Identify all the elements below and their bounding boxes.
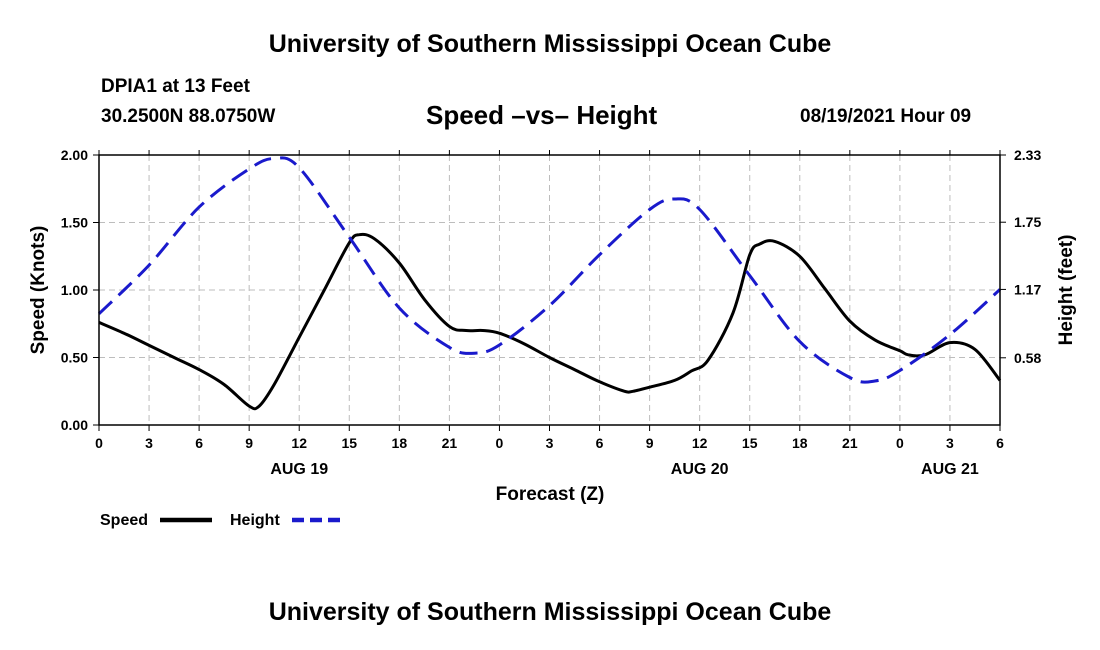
header-title: University of Southern Mississippi Ocean…	[268, 30, 832, 58]
x-tick-label: 12	[692, 435, 708, 451]
x-tick-label: 0	[95, 435, 103, 451]
x-tick-label: 3	[145, 435, 153, 451]
series-layer	[97, 156, 1002, 411]
station-label: DPIA1 at 13 Feet	[101, 76, 250, 97]
y2-tick-label: 1.75	[1014, 214, 1041, 230]
x-tick-label: 6	[195, 435, 203, 451]
x-tick-label: 21	[442, 435, 458, 451]
grid-layer	[99, 155, 1000, 425]
x-tick-label: 18	[392, 435, 408, 451]
legend: Speed Height	[100, 512, 342, 529]
x-tick-label: 6	[596, 435, 604, 451]
x-tick-label: 12	[291, 435, 307, 451]
series-line-speed	[98, 232, 1002, 411]
y2-tick-label: 1.17	[1014, 281, 1041, 297]
y-tick-label: 0.00	[61, 417, 88, 433]
x-tick-label: 9	[245, 435, 253, 451]
y2-tick-label: 0.58	[1014, 350, 1041, 366]
series-line-height	[97, 156, 1002, 384]
x-tick-label: 15	[742, 435, 758, 451]
x-tick-label: 6	[996, 435, 1004, 451]
axis-layer: 0 3 6 9 12 15 18 21 0 3 6 9 12 15 18 21 0 3 6 AUG 19 AUG 20 A…	[61, 147, 1042, 478]
legend-label-height: Height	[230, 512, 280, 529]
y-axis-title: Speed (Knots)	[28, 226, 49, 355]
chart-title: Speed –vs– Height	[426, 100, 658, 130]
y-tick-label: 1.00	[61, 282, 88, 298]
x-tick-label: 3	[946, 435, 954, 451]
x-tick-label: 21	[842, 435, 858, 451]
y2-axis-title: Height (feet)	[1056, 235, 1077, 346]
forecast-timestamp: 08/19/2021 Hour 09	[800, 106, 972, 127]
x-tick-label: 3	[546, 435, 554, 451]
x-tick-label: 15	[341, 435, 357, 451]
x-day-label: AUG 21	[921, 461, 979, 478]
y2-tick-label: 2.33	[1014, 147, 1041, 163]
x-tick-label: 9	[646, 435, 654, 451]
station-coordinates: 30.2500N 88.0750W	[101, 106, 276, 127]
legend-label-speed: Speed	[100, 512, 148, 529]
y-tick-label: 1.50	[61, 215, 88, 231]
x-axis-title: Forecast (Z)	[496, 484, 605, 505]
x-tick-label: 0	[896, 435, 904, 451]
y-tick-label: 2.00	[61, 147, 88, 163]
footer-title: University of Southern Mississippi Ocean…	[268, 598, 832, 626]
x-tick-label: 0	[496, 435, 504, 451]
x-day-label: AUG 19	[270, 461, 328, 478]
y-tick-label: 0.50	[61, 350, 88, 366]
x-day-label: AUG 20	[671, 461, 729, 478]
x-tick-label: 18	[792, 435, 808, 451]
